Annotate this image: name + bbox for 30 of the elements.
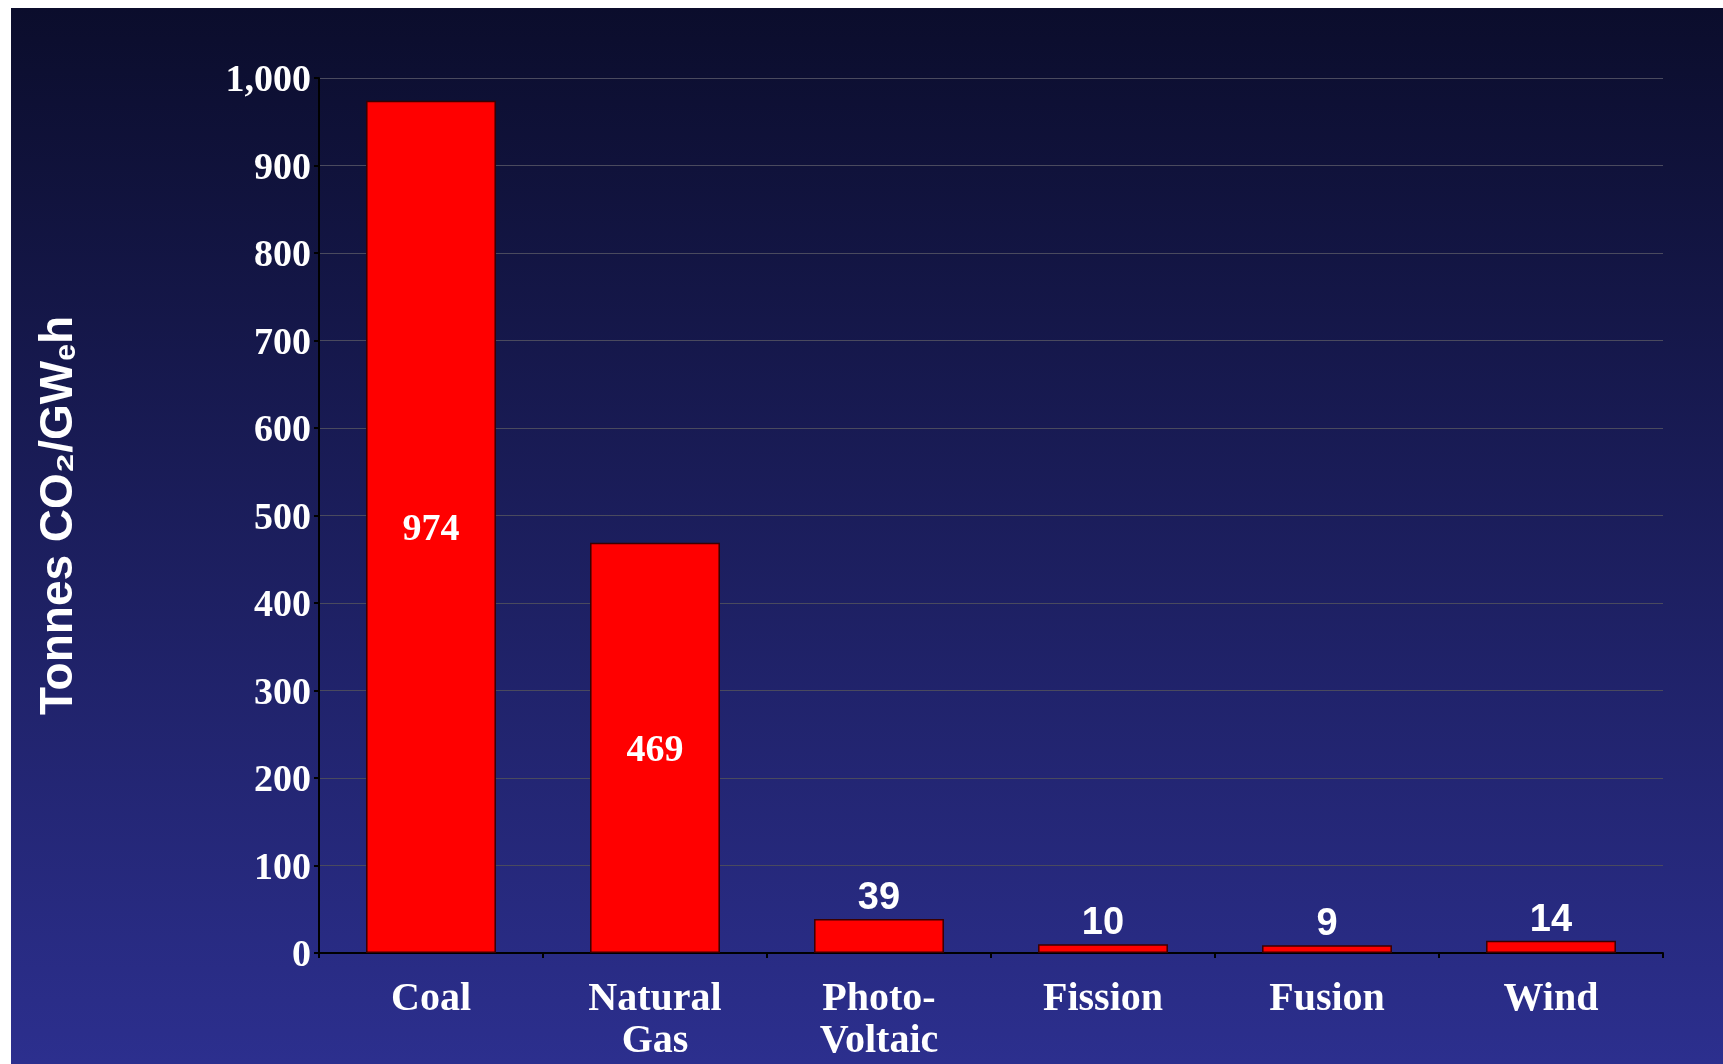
y-tick-label: 300 (254, 669, 311, 712)
data-label: 14 (1529, 896, 1573, 939)
y-tick-label: 700 (254, 319, 311, 362)
data-label: 10 (1081, 900, 1125, 943)
x-tick-label: Coal (391, 973, 471, 1019)
y-axis-title: Tonnes CO₂/GWeh (30, 315, 82, 716)
bar (366, 100, 496, 953)
bar (590, 542, 720, 953)
y-tick-label: 200 (254, 757, 311, 799)
y-tick-label: 600 (254, 407, 311, 449)
x-tick-label: Wind (1503, 973, 1599, 1019)
y-tick-label: 500 (254, 494, 311, 537)
x-tick-label: Fission (1042, 973, 1164, 1019)
y-tick-label: 800 (254, 232, 311, 274)
data-label: 39 (857, 874, 901, 917)
bar (1262, 945, 1392, 953)
y-tick-label: 400 (254, 582, 311, 624)
y-tick-label: 100 (254, 844, 311, 887)
x-tick-label: Photo-Voltaic (819, 973, 939, 1061)
bar (1038, 944, 1168, 953)
x-tick-label: Fusion (1269, 973, 1385, 1019)
y-tick-label: 1,000 (225, 57, 311, 99)
y-tick-label: 0 (292, 932, 311, 974)
data-label: 974 (402, 505, 460, 548)
bar (1486, 940, 1616, 953)
bar (814, 918, 944, 953)
x-tick-label: Natural Gas (588, 973, 722, 1061)
data-label: 469 (626, 726, 684, 769)
y-tick-label: 900 (254, 144, 311, 187)
data-label: 9 (1316, 901, 1338, 944)
